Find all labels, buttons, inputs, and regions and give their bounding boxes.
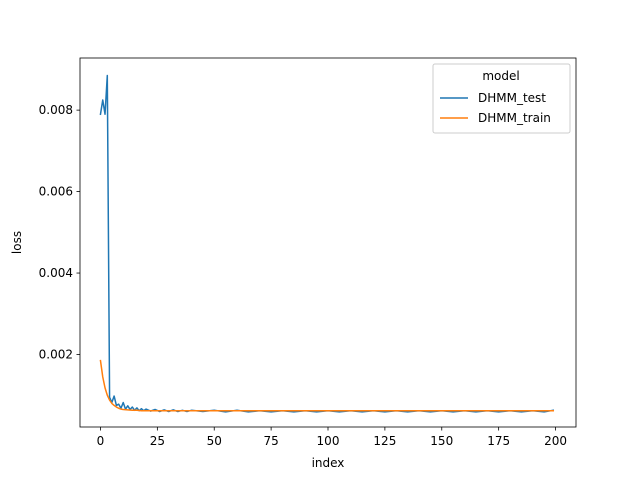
y-tick-label: 0.008 <box>39 103 73 117</box>
y-axis-label: loss <box>10 231 24 254</box>
x-tick-label: 75 <box>263 434 278 448</box>
x-axis-label: index <box>312 456 345 470</box>
x-tick-label: 150 <box>430 434 453 448</box>
series-line-dhmm-train <box>99 359 554 412</box>
y-tick-label: 0.004 <box>39 266 73 280</box>
legend: model DHMM_test DHMM_train <box>432 63 571 134</box>
y-tick-label: 0.002 <box>39 348 73 362</box>
legend-label-dhmm-train: DHMM_train <box>478 111 551 125</box>
x-tick-label: 125 <box>373 434 396 448</box>
x-axis: 0 25 50 75 100 125 150 175 200 <box>97 427 567 448</box>
y-tick-label: 0.006 <box>39 185 73 199</box>
x-tick-label: 0 <box>97 434 105 448</box>
x-tick-label: 100 <box>317 434 340 448</box>
legend-title: model <box>482 69 519 83</box>
series-layer <box>99 74 555 413</box>
x-tick-label: 25 <box>150 434 165 448</box>
legend-box <box>432 63 571 134</box>
y-axis: 0.002 0.004 0.006 0.008 <box>39 103 80 362</box>
x-tick-label: 200 <box>544 434 567 448</box>
x-tick-label: 50 <box>207 434 222 448</box>
x-tick-label: 175 <box>487 434 510 448</box>
plot-frame <box>79 57 577 428</box>
legend-label-dhmm-test: DHMM_test <box>478 91 546 105</box>
